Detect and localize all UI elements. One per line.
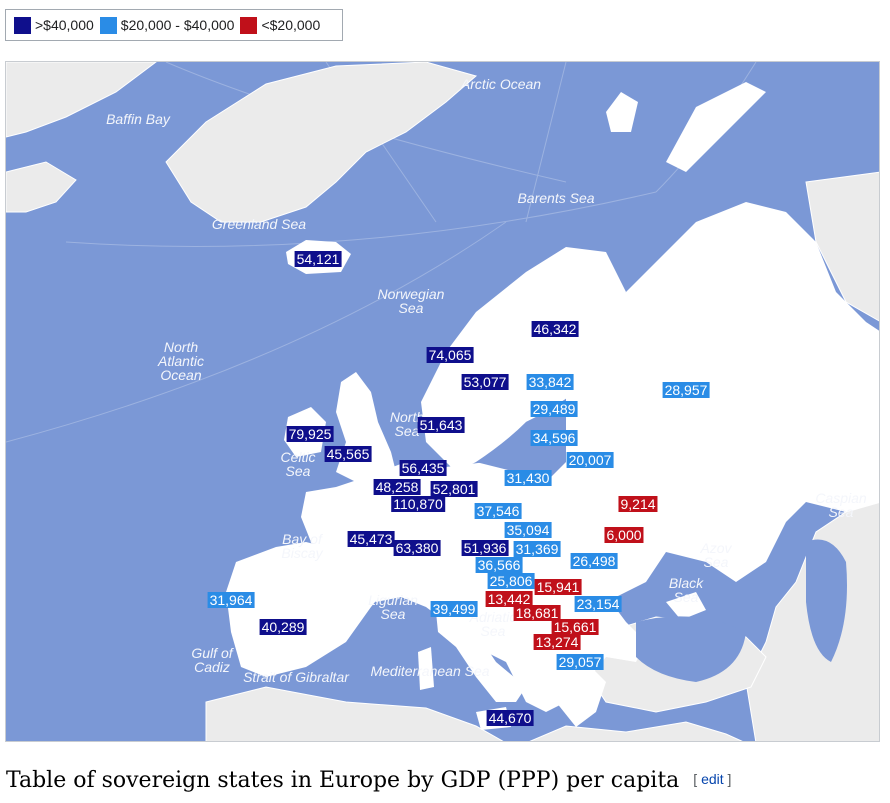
legend-item-high: >$40,000: [14, 16, 94, 34]
sea-label-barents-sea: Barents Sea: [517, 190, 595, 206]
map-legend: >$40,000 $20,000 - $40,000 <$20,000: [5, 9, 343, 41]
value-label-romania[interactable]: 26,498: [570, 553, 618, 569]
value-label-moldova[interactable]: 6,000: [604, 527, 644, 543]
caspian-sea-shape: [806, 539, 847, 662]
value-label-finland[interactable]: 46,342: [531, 321, 579, 337]
value-label-russia[interactable]: 28,957: [662, 382, 710, 398]
sea-label-greenland-sea: Greenland Sea: [211, 216, 307, 232]
map-canvas: [6, 62, 879, 741]
value-label-sweden[interactable]: 53,077: [461, 374, 509, 390]
value-label-slovakia[interactable]: 35,094: [504, 522, 552, 538]
value-label-latvia[interactable]: 29,489: [530, 401, 578, 417]
sea-label-strait-of-gibraltar: Strait of Gibraltar: [243, 669, 349, 685]
sea-label-north-sea: North Sea: [389, 409, 425, 439]
sea-label-azov-sea: Azov Sea: [700, 540, 732, 570]
sea-label-baffin-bay: Baffin Bay: [106, 111, 170, 127]
value-label-luxembourg[interactable]: 110,870: [391, 496, 445, 512]
value-label-norway[interactable]: 74,065: [426, 347, 474, 363]
value-label-ireland[interactable]: 79,925: [286, 426, 334, 442]
value-label-montenegro[interactable]: 18,681: [513, 605, 561, 621]
legend-swatch-low: [240, 16, 258, 34]
value-label-albania[interactable]: 13,274: [533, 634, 581, 650]
edit-bracket-close: ]: [723, 771, 732, 787]
value-label-germany[interactable]: 52,801: [430, 481, 478, 497]
value-label-switzerland[interactable]: 63,380: [393, 540, 441, 556]
sea-label-caspian-sea: Caspian Sea: [815, 490, 867, 520]
value-label-belgium[interactable]: 48,258: [373, 479, 421, 495]
value-label-north-macedonia[interactable]: 15,661: [551, 619, 599, 635]
value-label-austria[interactable]: 51,936: [461, 540, 509, 556]
value-label-estonia[interactable]: 33,842: [526, 374, 574, 390]
edit-link[interactable]: edit: [701, 771, 724, 787]
value-label-france[interactable]: 45,473: [347, 531, 395, 547]
value-label-greece[interactable]: 29,057: [556, 654, 604, 670]
value-label-serbia[interactable]: 15,941: [534, 579, 582, 595]
value-label-ukraine[interactable]: 9,214: [618, 496, 658, 512]
legend-label-mid: $20,000 - $40,000: [120, 17, 235, 33]
sea-label-bay-of-biscay: Bay of Biscay: [281, 531, 323, 561]
value-label-iceland[interactable]: 54,121: [294, 251, 342, 267]
sea-label-ligurian-sea: Ligurian Sea: [368, 592, 418, 622]
edit-bracket-open: [: [693, 771, 702, 787]
value-label-denmark[interactable]: 51,643: [417, 417, 465, 433]
legend-label-high: >$40,000: [35, 17, 94, 33]
value-label-lithuania[interactable]: 34,596: [530, 430, 578, 446]
sea-label-norwegian-sea: Norwegian Sea: [377, 286, 445, 316]
legend-swatch-mid: [99, 16, 117, 34]
section-heading: Table of sovereign states in Europe by G…: [6, 768, 731, 793]
value-label-netherlands[interactable]: 56,435: [399, 460, 447, 476]
sea-label-arctic-ocean: Arctic Ocean: [460, 76, 542, 92]
sea-label-gulf-of-cadiz: Gulf of Cadiz: [191, 645, 233, 675]
europe-map[interactable]: Arctic Ocean Baffin Bay Greenland Sea Ba…: [5, 61, 880, 742]
sea-label-mediterranean-sea: Mediterranean Sea: [370, 663, 490, 679]
value-label-slovenia[interactable]: 36,566: [475, 557, 523, 573]
edit-section: [ edit ]: [693, 771, 731, 787]
sea-label-celtic-sea: Celtic Sea: [280, 449, 316, 479]
value-label-united-kingdom[interactable]: 45,565: [324, 446, 372, 462]
legend-item-mid: $20,000 - $40,000: [99, 16, 235, 34]
value-label-bosnia[interactable]: 13,442: [485, 591, 533, 607]
value-label-spain[interactable]: 40,289: [259, 619, 307, 635]
legend-item-low: <$20,000: [240, 16, 321, 34]
value-label-hungary[interactable]: 31,369: [513, 541, 561, 557]
sea-label-adriatic-sea: Adriatic Sea: [469, 609, 517, 639]
value-label-poland[interactable]: 31,430: [504, 470, 552, 486]
baltic-sea-shape: [476, 412, 566, 482]
legend-swatch-high: [14, 16, 31, 34]
value-label-portugal[interactable]: 31,964: [207, 592, 255, 608]
value-label-malta[interactable]: 44,670: [486, 710, 534, 726]
black-sea-shape: [636, 616, 746, 682]
sea-label-black-sea: Black Sea: [668, 575, 704, 605]
value-label-croatia[interactable]: 25,806: [487, 573, 535, 589]
section-heading-text: Table of sovereign states in Europe by G…: [6, 768, 680, 793]
value-label-belarus[interactable]: 20,007: [566, 452, 614, 468]
value-label-czech-republic[interactable]: 37,546: [474, 503, 522, 519]
value-label-italy[interactable]: 39,499: [430, 601, 478, 617]
value-label-bulgaria[interactable]: 23,154: [574, 596, 622, 612]
sea-label-north-atlantic-ocean: North Atlantic Ocean: [158, 339, 204, 383]
legend-label-low: <$20,000: [261, 17, 321, 33]
